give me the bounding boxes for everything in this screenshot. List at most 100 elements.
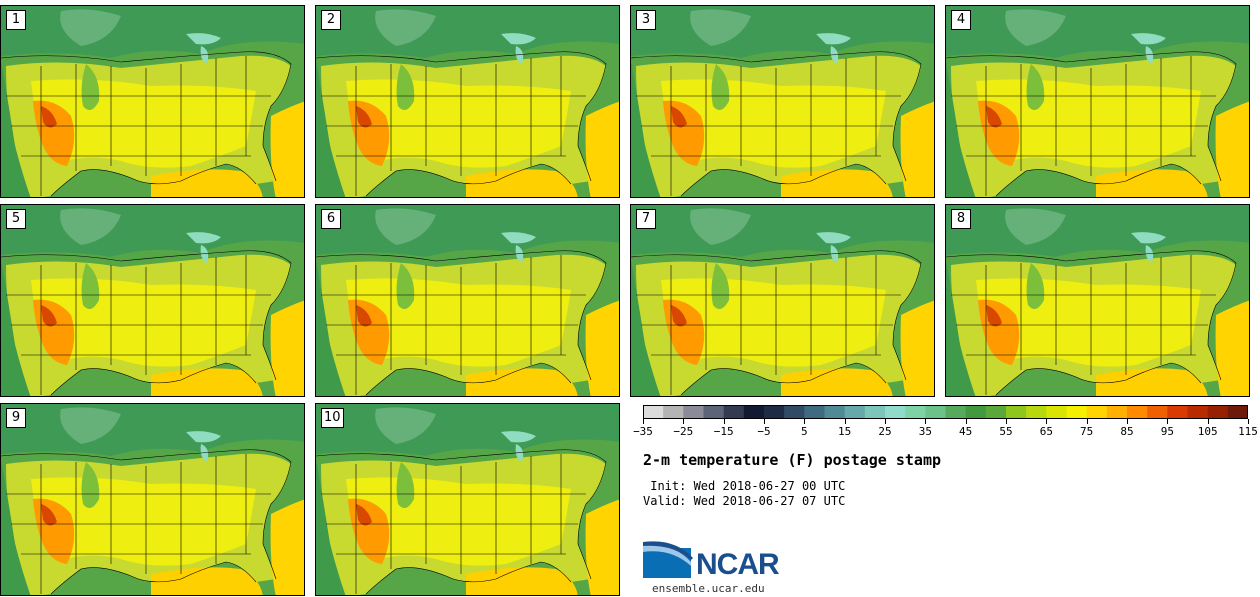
member-panel: 5: [0, 204, 305, 397]
us-temperature-map: [631, 205, 934, 396]
member-number: 9: [6, 408, 26, 428]
colorbar-tick-label: 55: [999, 425, 1013, 438]
colorbar-tick: [885, 419, 886, 424]
colorbar-swatch: [804, 405, 825, 419]
colorbar-outline: [643, 405, 1248, 419]
colorbar-tick-label: 115: [1238, 425, 1258, 438]
colorbar-swatch: [743, 405, 765, 419]
valid-time: Valid: Wed 2018-06-27 07 UTC: [643, 494, 846, 508]
colorbar-tick-label: 5: [801, 425, 808, 438]
colorbar-tick-label: −15: [713, 425, 734, 438]
init-time: Init: Wed 2018-06-27 00 UTC: [643, 479, 846, 493]
colorbar-swatch: [885, 405, 906, 419]
us-temperature-map: [316, 6, 619, 197]
member-number: 6: [321, 209, 341, 229]
member-panel: 3: [630, 5, 935, 198]
member-panel: 9: [0, 403, 305, 596]
colorbar-swatch: [1127, 405, 1148, 419]
colorbar-swatch: [723, 405, 745, 419]
colorbar-swatch: [1167, 405, 1188, 419]
colorbar-tick-label: 75: [1080, 425, 1094, 438]
colorbar-swatch: [985, 405, 1007, 419]
colorbar-swatch: [925, 405, 946, 419]
colorbar-swatch: [683, 405, 704, 419]
member-number: 3: [636, 10, 656, 30]
us-temperature-map: [631, 6, 934, 197]
colorbar-swatch: [824, 405, 845, 419]
colorbar-swatch: [1106, 405, 1128, 419]
colorbar-swatch: [1187, 405, 1208, 419]
member-panel: 10: [315, 403, 620, 596]
colorbar-swatch: [1026, 405, 1047, 419]
colorbar-tick-label: 15: [838, 425, 852, 438]
member-panel: 7: [630, 204, 935, 397]
figure-title: 2-m temperature (F) postage stamp: [643, 451, 942, 469]
colorbar-swatch: [965, 405, 987, 419]
ncar-logo-icon: [643, 541, 693, 578]
colorbar-swatch: [864, 405, 886, 419]
temperature-colorbar: [643, 405, 1248, 419]
colorbar-swatch: [1006, 405, 1027, 419]
us-temperature-map: [946, 6, 1249, 197]
colorbar-tick: [1086, 419, 1088, 424]
colorbar-tick-label: −5: [757, 425, 771, 438]
colorbar-swatch: [905, 405, 926, 419]
member-panel: 4: [945, 5, 1250, 198]
colorbar-tick: [1006, 419, 1007, 424]
member-panel: 8: [945, 204, 1250, 397]
colorbar-tick-label: 105: [1197, 425, 1218, 438]
colorbar-tick-label: −25: [673, 425, 694, 438]
member-number: 5: [6, 209, 26, 229]
colorbar-swatch: [1227, 405, 1248, 419]
colorbar-swatch: [764, 405, 785, 419]
colorbar-tick: [1167, 419, 1169, 424]
colorbar-swatch: [1066, 405, 1087, 419]
colorbar-swatch: [643, 405, 664, 419]
us-temperature-map: [946, 205, 1249, 396]
colorbar-tick-label: 65: [1039, 425, 1053, 438]
colorbar-tick-label: 25: [878, 425, 892, 438]
colorbar-tick: [965, 419, 967, 424]
colorbar-tick: [1207, 419, 1209, 424]
colorbar-tick: [643, 419, 644, 424]
colorbar-tick-label: 45: [959, 425, 973, 438]
colorbar-swatch: [1086, 405, 1108, 419]
colorbar-tick: [683, 419, 685, 424]
colorbar-swatch: [945, 405, 966, 419]
colorbar-tick: [1248, 419, 1249, 424]
member-panel: 2: [315, 5, 620, 198]
member-number: 8: [951, 209, 971, 229]
colorbar-tick: [723, 419, 725, 424]
us-temperature-map: [1, 205, 304, 396]
colorbar-swatch: [784, 405, 805, 419]
member-number: 10: [321, 408, 344, 428]
colorbar-tick-label: −35: [633, 425, 653, 438]
colorbar-tick-label: 85: [1120, 425, 1134, 438]
colorbar-tick: [804, 419, 806, 424]
colorbar-tick: [925, 419, 927, 424]
colorbar-swatch: [1207, 405, 1229, 419]
ncar-logo-text: NCAR: [696, 548, 780, 581]
member-panel: 1: [0, 5, 305, 198]
colorbar-swatch: [1147, 405, 1168, 419]
colorbar-swatch: [703, 405, 724, 419]
colorbar-swatch: [1046, 405, 1067, 419]
colorbar-tick: [844, 419, 846, 424]
member-number: 7: [636, 209, 656, 229]
colorbar-swatch: [844, 405, 866, 419]
colorbar-tick-label: 95: [1160, 425, 1174, 438]
colorbar-swatch: [663, 405, 684, 419]
member-panel: 6: [315, 204, 620, 397]
member-number: 1: [6, 10, 26, 30]
colorbar-tick: [1046, 419, 1048, 424]
us-temperature-map: [316, 205, 619, 396]
colorbar-tick-label: 35: [918, 425, 932, 438]
member-number: 4: [951, 10, 971, 30]
colorbar-tick: [764, 419, 765, 424]
site-url: ensemble.ucar.edu: [652, 582, 765, 595]
us-temperature-map: [316, 404, 619, 595]
member-number: 2: [321, 10, 341, 30]
colorbar-tick-labels: −35 −25 −15 −5 5 15 25 35 45 55 65 75 85 95 105 115: [633, 419, 1258, 439]
us-temperature-map: [1, 6, 304, 197]
colorbar-tick: [1127, 419, 1128, 424]
